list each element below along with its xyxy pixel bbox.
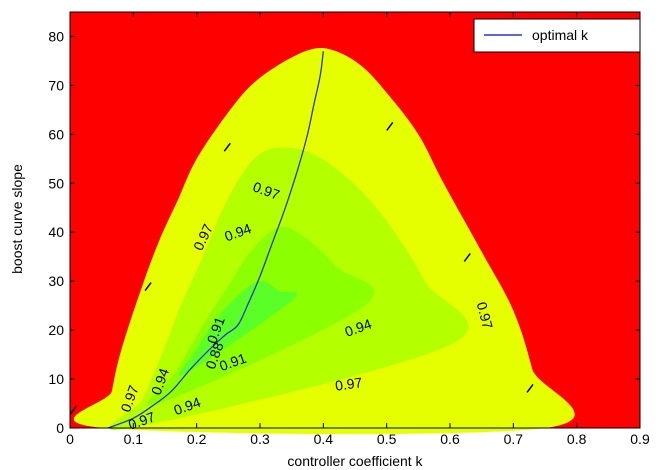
y-tick-label: 70	[48, 77, 64, 93]
x-tick-label: 0.7	[504, 431, 524, 447]
x-tick-label: 0.2	[187, 431, 207, 447]
y-tick-label: 20	[48, 322, 64, 338]
legend: optimal k	[473, 18, 641, 53]
optimal-k-series	[107, 51, 324, 429]
contour-tick	[69, 405, 78, 415]
axes: 0 0.1 0.2 0.3 0.4 0.5 0.6 0.7 0.8 0.9 0 10 20 30 40 50 6…	[48, 11, 650, 447]
y-tick-label: 80	[48, 28, 64, 44]
contour-label: 0.97	[474, 300, 497, 331]
contour-tick	[223, 142, 231, 152]
y-tick-label: 40	[48, 224, 64, 240]
contour-level-ticks	[69, 121, 534, 415]
x-tick-label: 0.9	[630, 431, 650, 447]
contour-tick	[386, 121, 394, 131]
y-axis-label: boost curve slope	[9, 164, 25, 274]
x-tick-label: 0.1	[124, 431, 144, 447]
x-tick-label: 0.4	[314, 431, 334, 447]
contour-label: 0.97	[334, 374, 363, 394]
y-tick-label: 50	[48, 175, 64, 191]
contour-tick	[463, 252, 471, 262]
legend-entry-optimal-k: optimal k	[532, 27, 589, 43]
plot-frame	[69, 11, 641, 429]
y-tick-label: 60	[48, 126, 64, 142]
contour-tick	[526, 384, 534, 393]
x-axis-label: controller coefficient k	[287, 453, 423, 469]
x-tick-label: 0.6	[440, 431, 460, 447]
contour-region-088	[178, 281, 298, 376]
y-tick-label: 10	[48, 371, 64, 387]
x-tick-label: 0.8	[567, 431, 587, 447]
series-line-optimal-k	[107, 51, 324, 429]
y-tick-label: 0	[56, 420, 64, 436]
y-tick-label: 30	[48, 273, 64, 289]
x-tick-label: 0.3	[250, 431, 270, 447]
x-tick-label: 0.5	[377, 431, 397, 447]
contour-tick	[144, 282, 152, 292]
x-tick-label: 0	[66, 431, 74, 447]
